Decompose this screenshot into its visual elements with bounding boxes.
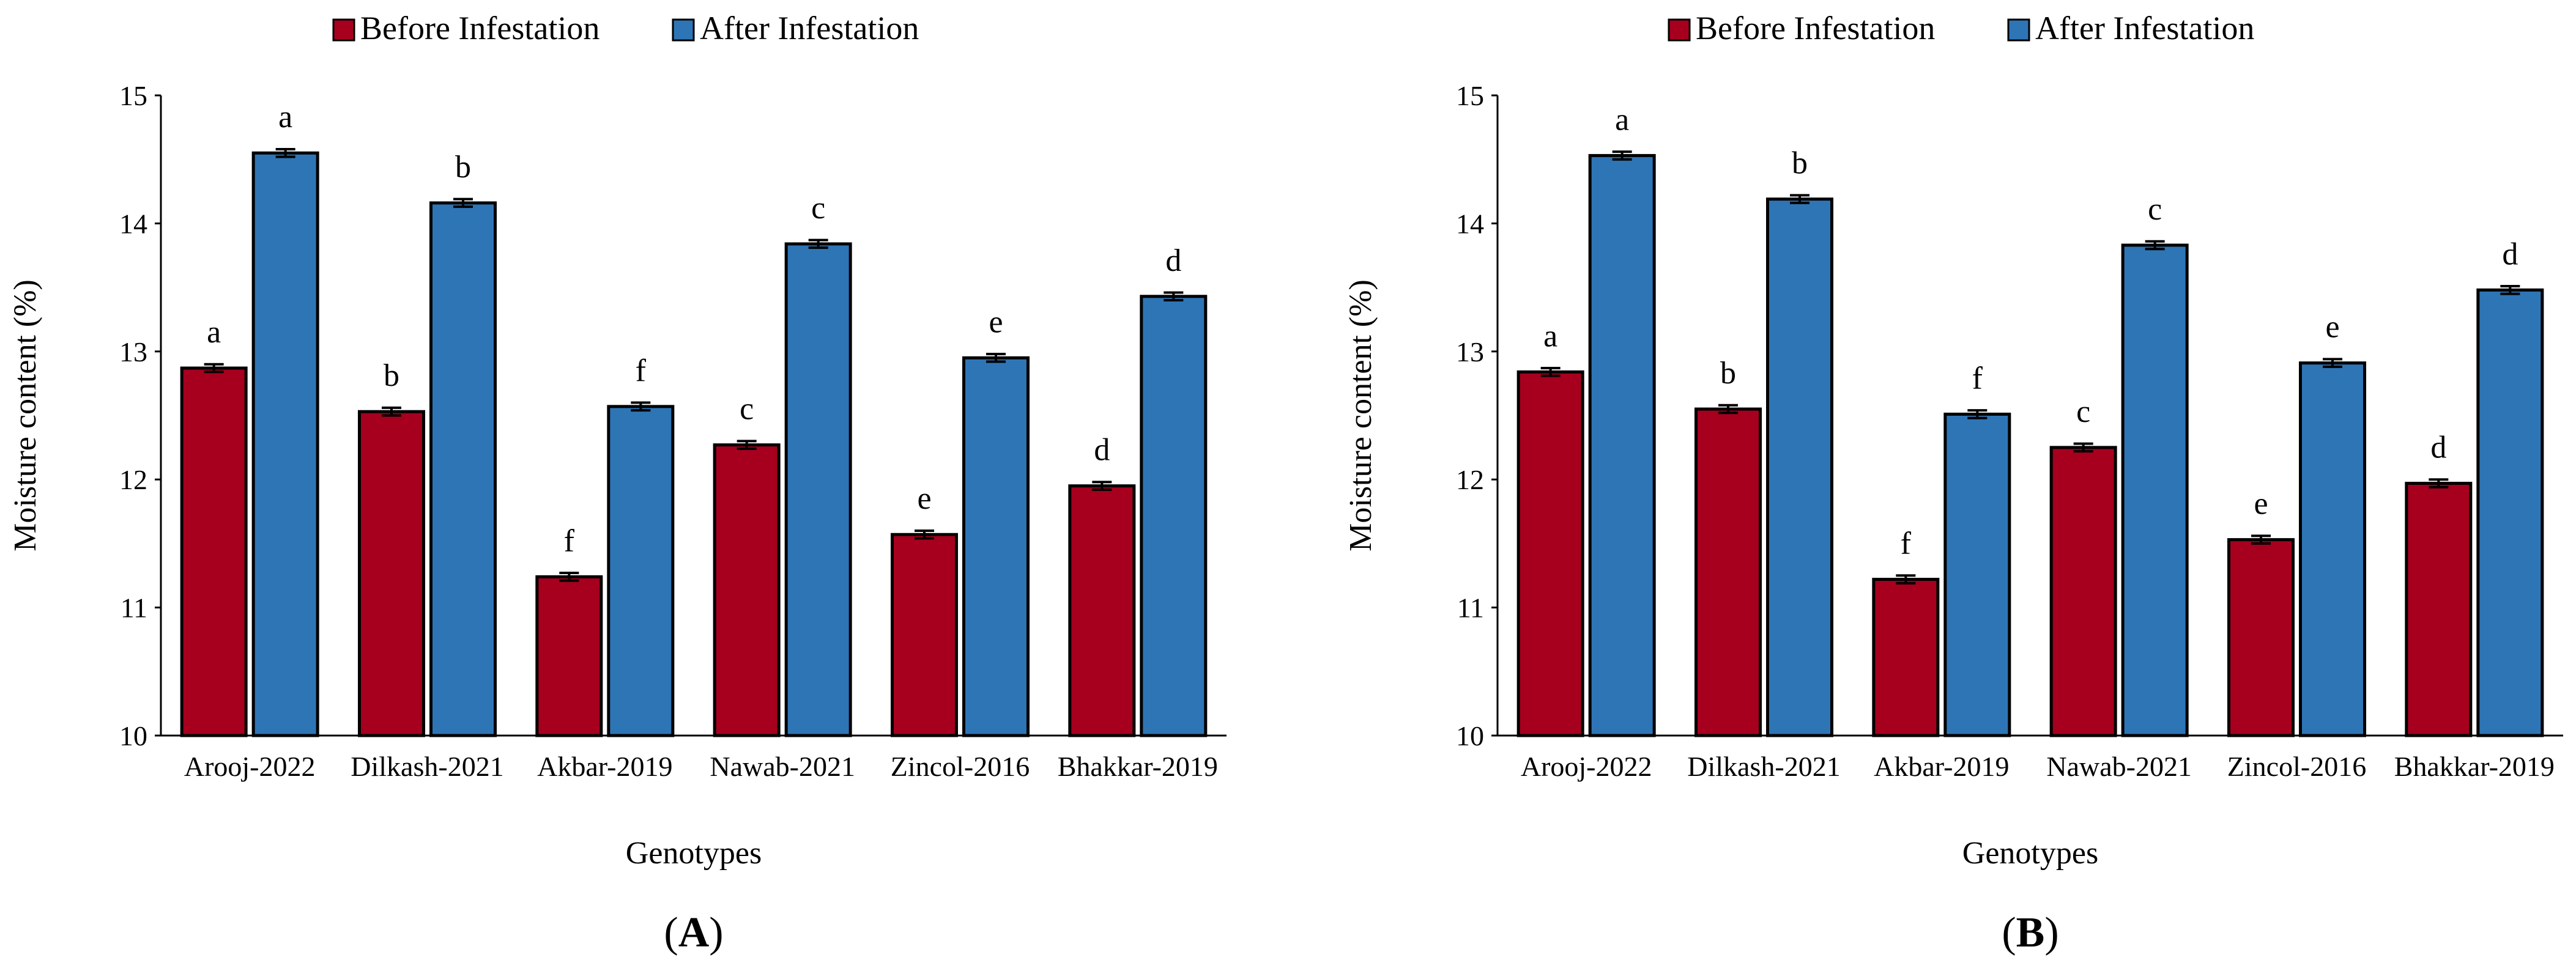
bar-before [1516,370,1584,737]
y-axis-title: Moisture content (%) [1343,279,1378,552]
bar-after [784,242,852,737]
legend-label-after: After Infestation [700,10,919,46]
chart-panel-a: Before Infestation After Infestation Moist… [8,10,1227,956]
legend: Before Infestation After Infestation [332,10,919,46]
significance-letter: b [384,358,399,393]
bar-before [713,443,781,737]
legend-label-before: Before Infestation [360,10,599,46]
chart-panel-b: Before Infestation After Infestation Moist… [1343,10,2563,956]
y-tick-label: 10 [119,720,147,751]
panel-label: (A) [664,909,723,956]
legend-label-before: Before Infestation [1696,10,1935,46]
significance-letter: b [1720,356,1736,391]
y-tick-label: 15 [1456,80,1484,111]
x-tick-label: Arooj-2022 [184,751,316,782]
legend-swatch-before [1668,18,1691,42]
legend: Before Infestation After Infestation [1668,10,2254,46]
significance-letter: c [2076,394,2090,429]
bar-before [358,410,425,737]
significance-letter: c [2148,192,2162,227]
bar-after [607,405,675,737]
y-tick-label: 11 [121,592,147,624]
x-tick-label: Zincol-2016 [2227,751,2366,782]
y-tick-label: 10 [1456,720,1484,751]
x-tick-label: Dilkash-2021 [351,751,503,782]
bar-before [2405,481,2473,737]
legend-label-after: After Infestation [2035,10,2254,46]
significance-letter: e [917,481,931,516]
significance-letter: e [2254,487,2268,522]
y-tick-label: 12 [119,464,147,495]
significance-letter: c [740,392,754,427]
y-tick-label: 13 [1456,336,1484,367]
y-tick-label: 14 [119,208,147,239]
bar-after [251,151,319,737]
significance-letter: a [207,315,221,350]
legend-swatch-before [332,18,355,42]
y-tick-label: 15 [119,80,147,111]
x-tick-label: Nawab-2021 [2046,751,2192,782]
x-tick-label: Zincol-2016 [891,751,1030,782]
y-tick-label: 11 [1457,592,1484,624]
bar-after [2121,243,2189,737]
significance-letter: f [1972,361,1983,396]
bar-before [2227,538,2295,737]
bar-after [429,201,497,737]
x-axis-title: Genotypes [1962,836,2098,871]
y-axis-title: Moisture content (%) [8,279,43,552]
bar-before [535,575,603,737]
y-tick-label: 14 [1456,208,1484,239]
bar-after [1943,412,2011,737]
bar-before [2049,446,2117,737]
significance-letter: f [564,523,575,558]
bar-before [891,533,958,737]
bar-after [1766,197,1833,737]
significance-letter: a [1543,319,1557,353]
bar-before [180,366,248,737]
y-tick-label: 13 [119,336,147,367]
x-axis-title: Genotypes [626,836,762,871]
x-tick-label: Bhakkar-2019 [2394,751,2555,782]
bar-before [1872,578,1940,737]
significance-letter: d [2430,430,2446,465]
y-tick-label: 12 [1456,464,1484,495]
significance-letter: d [2502,237,2518,271]
significance-letter: e [989,304,1003,339]
x-tick-label: Akbar-2019 [537,751,672,782]
x-tick-label: Nawab-2021 [710,751,855,782]
significance-letter: f [636,353,647,388]
significance-letter: f [1901,526,1912,561]
bar-after [2299,361,2366,737]
significance-letter: d [1094,433,1110,468]
x-tick-label: Akbar-2019 [1874,751,2009,782]
bar-after [2476,288,2544,737]
bar-after [1140,295,1208,737]
legend-swatch-after [672,18,695,42]
significance-letter: b [1792,146,1808,181]
significance-letter: a [1615,102,1629,137]
significance-letter: b [455,150,471,185]
bar-after [1588,153,1656,737]
significance-letter: a [278,100,292,135]
x-tick-label: Arooj-2022 [1521,751,1652,782]
x-tick-label: Bhakkar-2019 [1058,751,1218,782]
panel-label: (B) [2002,909,2058,956]
bar-before [1068,484,1136,737]
x-tick-label: Dilkash-2021 [1687,751,1840,782]
significance-letter: e [2325,310,2339,345]
legend-swatch-after [2007,18,2030,42]
bar-after [962,356,1030,737]
significance-letter: c [811,191,825,226]
bar-before [1694,407,1762,737]
significance-letter: d [1165,243,1181,278]
